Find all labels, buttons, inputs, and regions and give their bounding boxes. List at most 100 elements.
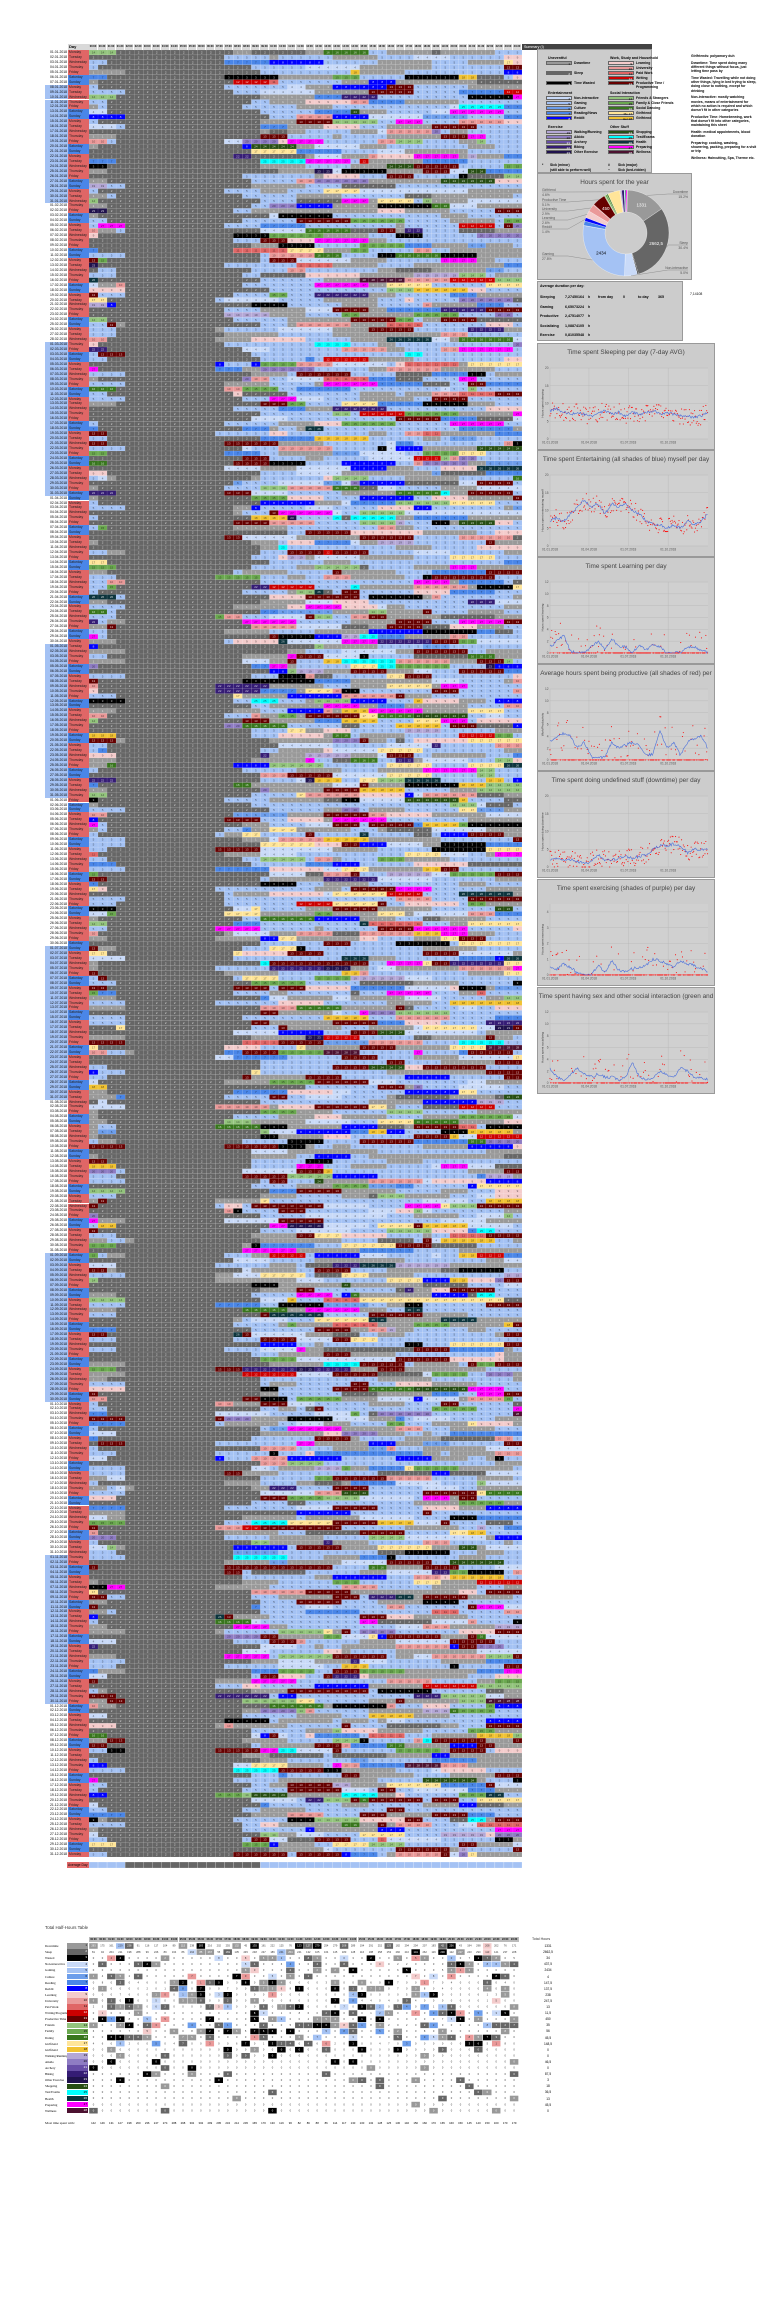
scatter-point: [575, 403, 577, 405]
scatter-point: [677, 1082, 679, 1084]
scatter-point: [602, 1082, 604, 1084]
row-date: 20.07.2018: [45, 1040, 68, 1046]
summary-tab[interactable]: Summary (I): [522, 44, 652, 50]
from-day-value[interactable]: 0: [623, 295, 625, 299]
scatter-point: [629, 499, 632, 501]
scatter-point: [656, 744, 658, 746]
footer-value: 260: [135, 2121, 141, 2125]
row-date: 18.10.2018: [45, 1485, 68, 1491]
scatter-point: [616, 974, 618, 976]
row-date: 14.06.2018: [45, 861, 68, 867]
scatter-point: [661, 839, 663, 841]
scatter-point: [658, 974, 660, 976]
scatter-point: [552, 863, 554, 865]
scatter-point: [670, 1082, 672, 1084]
scatter-point: [694, 410, 696, 412]
scatter-point: [645, 652, 647, 654]
pie-label: Productive Time: [542, 198, 566, 202]
scatter-point: [646, 405, 648, 407]
scatter-point: [663, 840, 665, 842]
y-tick-label: 10: [545, 402, 549, 406]
scatter-point: [619, 419, 621, 421]
scatter-point: [637, 510, 639, 512]
row-date: 01.10.2018: [45, 1401, 68, 1407]
scatter-point: [558, 722, 560, 724]
scatter-point: [660, 405, 662, 407]
row-date: 28.09.2018: [45, 1386, 68, 1392]
row-date: 08.05.2018: [45, 678, 68, 684]
scatter-point: [637, 652, 639, 654]
row-date: 10.08.2018: [45, 1144, 68, 1150]
scatter-point: [660, 840, 662, 842]
scatter-point: [706, 1082, 708, 1084]
scatter-point: [549, 974, 551, 976]
totals-column-header: 03:30: [151, 1937, 161, 1942]
scatter-point: [652, 964, 654, 966]
row-weekday: Sunday: [68, 1743, 89, 1749]
time-column-header: 15:30: [368, 44, 378, 50]
legend-label: Test/Exams: [636, 134, 655, 139]
row-weekday: Tuesday: [68, 1614, 89, 1620]
pie-title: Hours spent for the year: [580, 179, 649, 186]
y-tick-label: 20: [545, 794, 549, 798]
row-weekday: Wednesday: [68, 1099, 89, 1105]
scatter-point: [640, 652, 642, 654]
row-weekday: Wednesday: [68, 752, 89, 758]
scatter-point: [628, 1053, 630, 1055]
totals-row-total: 247,5: [544, 1998, 552, 2003]
scatter-point: [688, 525, 690, 527]
scatter-point: [669, 960, 671, 962]
row-weekday: Sunday: [68, 1361, 89, 1367]
scatter-point: [565, 1082, 567, 1084]
row-weekday: Thursday: [68, 1520, 89, 1526]
scatter-point: [664, 847, 666, 849]
legend-swatch: 26: [608, 139, 634, 145]
time-column-header: 07:30: [224, 44, 234, 50]
scatter-point: [609, 412, 611, 415]
scatter-point: [589, 866, 591, 868]
category-note: Downtime: Time spent doing many differen…: [691, 60, 748, 74]
row-date: 05.06.2018: [45, 817, 68, 823]
row-weekday: Monday: [68, 1297, 89, 1303]
scatter-point: [557, 952, 559, 954]
scatter-point: [644, 959, 646, 961]
scatter-point: [681, 1082, 684, 1084]
row-date: 09.01.2018: [45, 89, 68, 95]
time-column-header: 16:00: [377, 44, 387, 50]
scatter-point: [705, 974, 707, 976]
to-day-value[interactable]: 365: [658, 295, 664, 299]
scatter-point: [618, 652, 620, 654]
row-weekday: Thursday: [68, 1243, 89, 1249]
footer-value: 88: [315, 2121, 319, 2125]
row-date: 26.11.2018: [45, 1678, 68, 1684]
scatter-point: [701, 652, 703, 654]
sick-label: (still able to perform well): [550, 168, 592, 172]
row-date: 21.11.2018: [45, 1654, 68, 1659]
activity-grid[interactable]: [89, 50, 522, 1857]
row-weekday: Monday: [68, 257, 89, 263]
scatter-point: [563, 745, 565, 747]
row-date: 29.08.2018: [45, 1238, 68, 1244]
row-date: 03.05.2018: [45, 653, 68, 659]
row-date: 09.05.2018: [45, 683, 68, 689]
scatter-point: [693, 850, 695, 852]
scatter-point: [701, 759, 703, 761]
x-tick-label: 01.04.2018: [581, 1085, 597, 1089]
scatter-point: [642, 516, 645, 518]
totals-row-label: Productive Time: [45, 2017, 67, 2022]
pie-percent: 5.0%: [680, 271, 688, 275]
row-weekday: Monday: [68, 465, 89, 471]
avg-line: [549, 500, 708, 530]
scatter-point: [687, 858, 690, 860]
scatter-point: [595, 502, 597, 504]
scatter-point: [681, 530, 683, 532]
scatter-point: [650, 633, 652, 635]
totals-column-header: 21:30: [473, 1937, 483, 1942]
legend-group-title: Entertainment: [548, 91, 573, 95]
totals-row-label: Aikido: [45, 2059, 54, 2064]
scatter-point: [685, 855, 687, 857]
scatter-point: [560, 644, 562, 646]
scatter-point: [603, 759, 605, 761]
scatter-point: [705, 634, 707, 636]
